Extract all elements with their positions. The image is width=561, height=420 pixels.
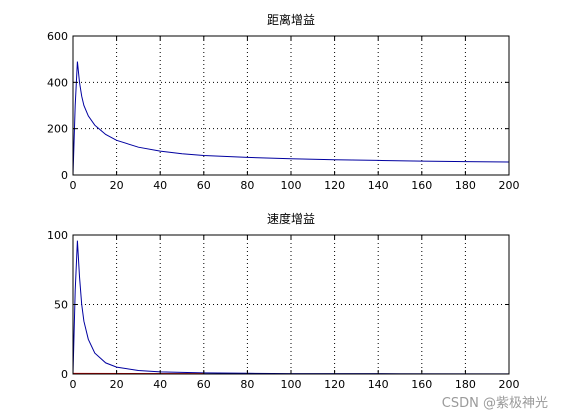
y-tick-label: 0 — [61, 169, 68, 182]
x-tick-label: 40 — [153, 378, 167, 391]
y-tick-label: 100 — [47, 229, 68, 242]
x-tick-label: 120 — [324, 179, 345, 192]
watermark: CSDN @紫极神光 — [442, 396, 548, 411]
x-tick-label: 160 — [411, 179, 432, 192]
y-tick-label: 600 — [47, 30, 68, 43]
series-line-0 — [72, 61, 510, 176]
x-tick-label: 200 — [499, 378, 520, 391]
x-tick-label: 60 — [197, 179, 211, 192]
y-tick-label: 200 — [47, 123, 68, 136]
x-tick-label: 120 — [324, 378, 345, 391]
chart-title: 距离增益 — [267, 12, 315, 27]
x-tick-label: 180 — [455, 179, 476, 192]
x-tick-label: 80 — [240, 378, 254, 391]
y-tick-label: 400 — [47, 76, 68, 89]
x-tick-label: 20 — [110, 179, 124, 192]
x-tick-label: 0 — [70, 378, 77, 391]
x-tick-label: 40 — [153, 179, 167, 192]
x-tick-label: 200 — [499, 179, 520, 192]
y-tick-label: 0 — [61, 368, 68, 381]
series-line-0 — [72, 240, 510, 375]
x-tick-label: 100 — [281, 179, 302, 192]
velocity-gain-plot: 0 20 40 60 80 100 120 140 160 180 200 0 50 100 速度增益 — [47, 211, 520, 391]
distance-gain-plot: 0 20 40 60 80 100 120 140 160 180 200 0 200 400 600 距离增… — [47, 12, 520, 192]
x-tick-label: 180 — [455, 378, 476, 391]
plot-area — [73, 36, 509, 175]
x-tick-label: 160 — [411, 378, 432, 391]
x-tick-label: 60 — [197, 378, 211, 391]
x-tick-label: 100 — [281, 378, 302, 391]
x-tick-label: 140 — [368, 378, 389, 391]
x-tick-label: 140 — [368, 179, 389, 192]
chart-title: 速度增益 — [267, 211, 315, 226]
x-tick-label: 0 — [70, 179, 77, 192]
y-tick-label: 50 — [54, 299, 68, 312]
x-tick-label: 80 — [240, 179, 254, 192]
x-tick-label: 20 — [110, 378, 124, 391]
